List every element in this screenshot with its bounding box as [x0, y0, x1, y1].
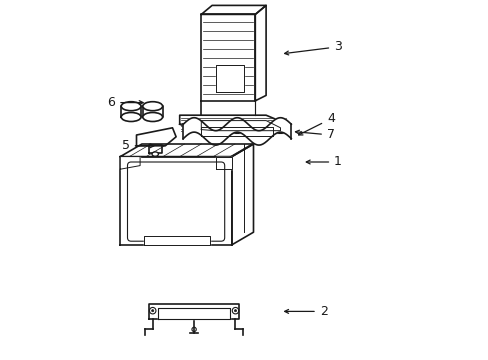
Polygon shape	[120, 157, 140, 169]
Polygon shape	[201, 14, 255, 101]
Polygon shape	[201, 5, 265, 14]
FancyBboxPatch shape	[127, 162, 224, 241]
Polygon shape	[120, 157, 231, 245]
Text: 5: 5	[122, 139, 154, 152]
Polygon shape	[142, 106, 163, 117]
Polygon shape	[143, 236, 210, 245]
Polygon shape	[215, 157, 231, 169]
Text: 2: 2	[284, 305, 327, 318]
Ellipse shape	[121, 102, 141, 111]
Polygon shape	[201, 121, 280, 131]
Polygon shape	[183, 118, 291, 145]
Polygon shape	[255, 5, 265, 101]
Polygon shape	[120, 144, 253, 157]
Circle shape	[234, 310, 236, 312]
Polygon shape	[149, 304, 239, 319]
Circle shape	[151, 310, 153, 312]
Polygon shape	[158, 308, 230, 319]
Polygon shape	[179, 115, 287, 133]
Polygon shape	[121, 106, 141, 117]
Ellipse shape	[142, 102, 163, 111]
Text: 7: 7	[295, 129, 334, 141]
Text: 1: 1	[305, 156, 341, 168]
Polygon shape	[149, 145, 162, 153]
Ellipse shape	[152, 152, 158, 156]
Polygon shape	[136, 128, 176, 146]
Polygon shape	[231, 144, 253, 245]
Ellipse shape	[142, 112, 163, 122]
Text: 4: 4	[298, 112, 334, 135]
Ellipse shape	[121, 112, 141, 122]
Text: 3: 3	[284, 40, 341, 55]
Polygon shape	[215, 65, 244, 92]
Text: 6: 6	[107, 96, 143, 109]
